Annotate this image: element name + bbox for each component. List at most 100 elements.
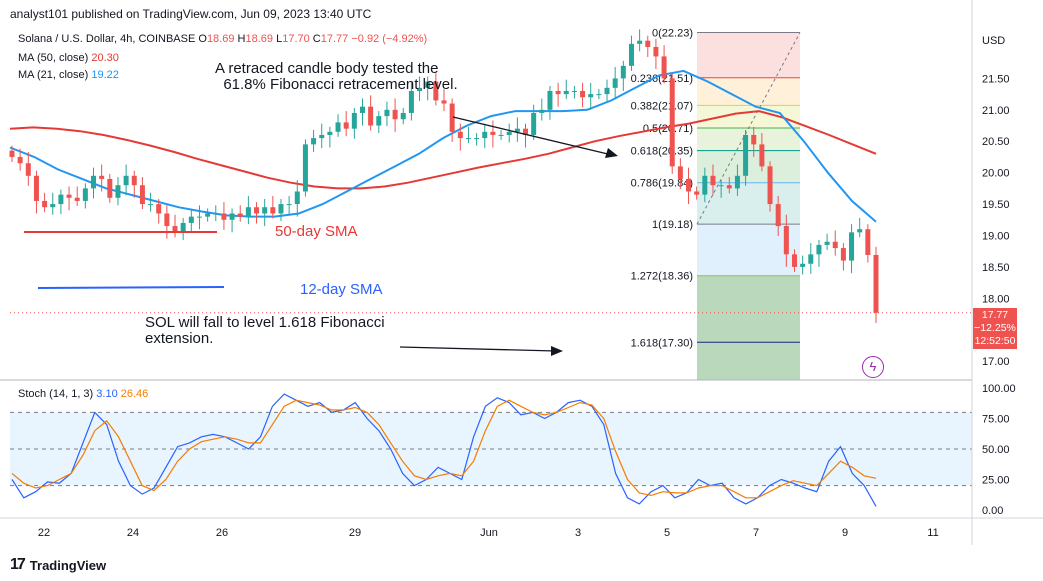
sma12-marker-line xyxy=(37,286,225,289)
time-tick-label: 7 xyxy=(753,527,759,539)
time-tick-label: 3 xyxy=(575,527,581,539)
currency-label: USD xyxy=(982,35,1006,47)
fib-level-label: 0.382(21.07) xyxy=(631,100,693,112)
candle-body xyxy=(555,90,561,95)
candle-body xyxy=(791,254,797,267)
candle-body xyxy=(775,204,781,227)
high-value: 18.69 xyxy=(245,33,274,45)
candle-body xyxy=(359,106,365,113)
price-tick-label: 17.00 xyxy=(982,356,1010,368)
last-change: −12.25% xyxy=(974,322,1016,334)
candle-body xyxy=(221,213,227,220)
candle-body xyxy=(547,90,553,110)
fall-arrow xyxy=(399,346,557,352)
candle-body xyxy=(726,185,732,189)
fib-zone xyxy=(697,275,800,343)
flash-icon[interactable]: ϟ xyxy=(862,356,884,378)
candle-body xyxy=(319,134,325,139)
fib-zone xyxy=(697,105,800,129)
candle-body xyxy=(702,175,708,195)
candle-body xyxy=(734,175,740,189)
candle-body xyxy=(710,175,716,186)
candle-body xyxy=(33,175,39,201)
stoch-k-line xyxy=(11,393,877,507)
fib-level-label: 0.618(20.35) xyxy=(631,146,693,158)
fib-level-label: 1(19.18) xyxy=(652,219,693,231)
candle-body xyxy=(840,248,846,261)
candle-body xyxy=(82,188,88,201)
candle-body xyxy=(824,241,830,245)
tradingview-logo-icon: 17 xyxy=(10,556,26,573)
time-tick-label: 22 xyxy=(38,527,50,539)
candle-body xyxy=(514,128,520,132)
ma21-value: 19.22 xyxy=(91,69,119,81)
ma21-line xyxy=(9,69,877,223)
candle-body xyxy=(58,194,64,205)
retrace-arrow-head xyxy=(605,148,618,158)
candle-body xyxy=(800,263,806,267)
open-value: 18.69 xyxy=(206,33,235,45)
candle-body xyxy=(653,46,659,57)
stoch-tick-label: 100.00 xyxy=(982,383,1016,395)
fib-level-label: 0(22.23) xyxy=(652,28,693,40)
stoch-tick-label: 75.00 xyxy=(982,414,1010,426)
candle-body xyxy=(254,207,260,214)
candle-body xyxy=(392,109,398,120)
fib-zone xyxy=(697,128,800,151)
candle-body xyxy=(42,200,48,208)
candle-body xyxy=(449,103,455,132)
annotation-retrace: A retraced candle body tested the 61.8% … xyxy=(215,60,458,93)
candle-body xyxy=(376,116,382,126)
retrace-arrow xyxy=(452,116,613,156)
price-tick-label: 19.50 xyxy=(982,199,1010,211)
candle-body xyxy=(237,213,243,217)
candle-body xyxy=(612,78,618,88)
candle-body xyxy=(188,216,194,223)
fib-zone-ext xyxy=(697,342,800,380)
annotation-sma50: 50-day SMA xyxy=(275,223,358,240)
price-tick-label: 20.00 xyxy=(982,168,1010,180)
last-price-tag: 17.77 −12.25% 12:52:50 xyxy=(973,308,1017,349)
bar-countdown: 12:52:50 xyxy=(974,335,1016,347)
candle-body xyxy=(498,134,504,136)
candle-body xyxy=(262,207,268,214)
candle-body xyxy=(718,185,724,187)
fib-level-label: 0.786(19.84) xyxy=(631,178,693,190)
candle-body xyxy=(531,112,537,135)
price-tick-label: 21.00 xyxy=(982,105,1010,117)
stoch-d-line xyxy=(11,399,877,499)
candle-body xyxy=(327,131,333,135)
candle-body xyxy=(686,178,692,192)
time-tick-label: 29 xyxy=(349,527,361,539)
candle-body xyxy=(457,131,463,139)
candle-body xyxy=(580,90,586,98)
fib-level-label: 1.272(18.36) xyxy=(631,271,693,283)
candle-body xyxy=(832,241,838,249)
candle-body xyxy=(628,43,634,66)
candle-body xyxy=(694,191,700,195)
fib-zone xyxy=(697,182,800,225)
candle-body xyxy=(539,109,545,113)
candle-body xyxy=(172,226,178,233)
candle-body xyxy=(767,166,773,205)
low-value: 17.70 xyxy=(282,33,310,45)
stoch-tick-label: 50.00 xyxy=(982,444,1010,456)
candle-body xyxy=(596,94,602,96)
candle-body xyxy=(9,150,15,157)
time-tick-label: 26 xyxy=(216,527,228,539)
time-tick-label: Jun xyxy=(480,527,498,539)
candle-body xyxy=(425,81,431,88)
candle-body xyxy=(25,163,31,176)
candle-body xyxy=(286,204,292,206)
fib-trend-line xyxy=(696,32,801,225)
time-tick-label: 11 xyxy=(927,527,938,539)
candle-body xyxy=(294,191,300,205)
candle-body xyxy=(637,40,643,44)
candle-body xyxy=(302,144,308,192)
tradingview-brand: 17 TradingView xyxy=(10,556,107,573)
price-tick-label: 20.50 xyxy=(982,136,1010,148)
candle-body xyxy=(816,244,822,255)
time-tick-label: 24 xyxy=(127,527,139,539)
candle-body xyxy=(743,134,749,176)
